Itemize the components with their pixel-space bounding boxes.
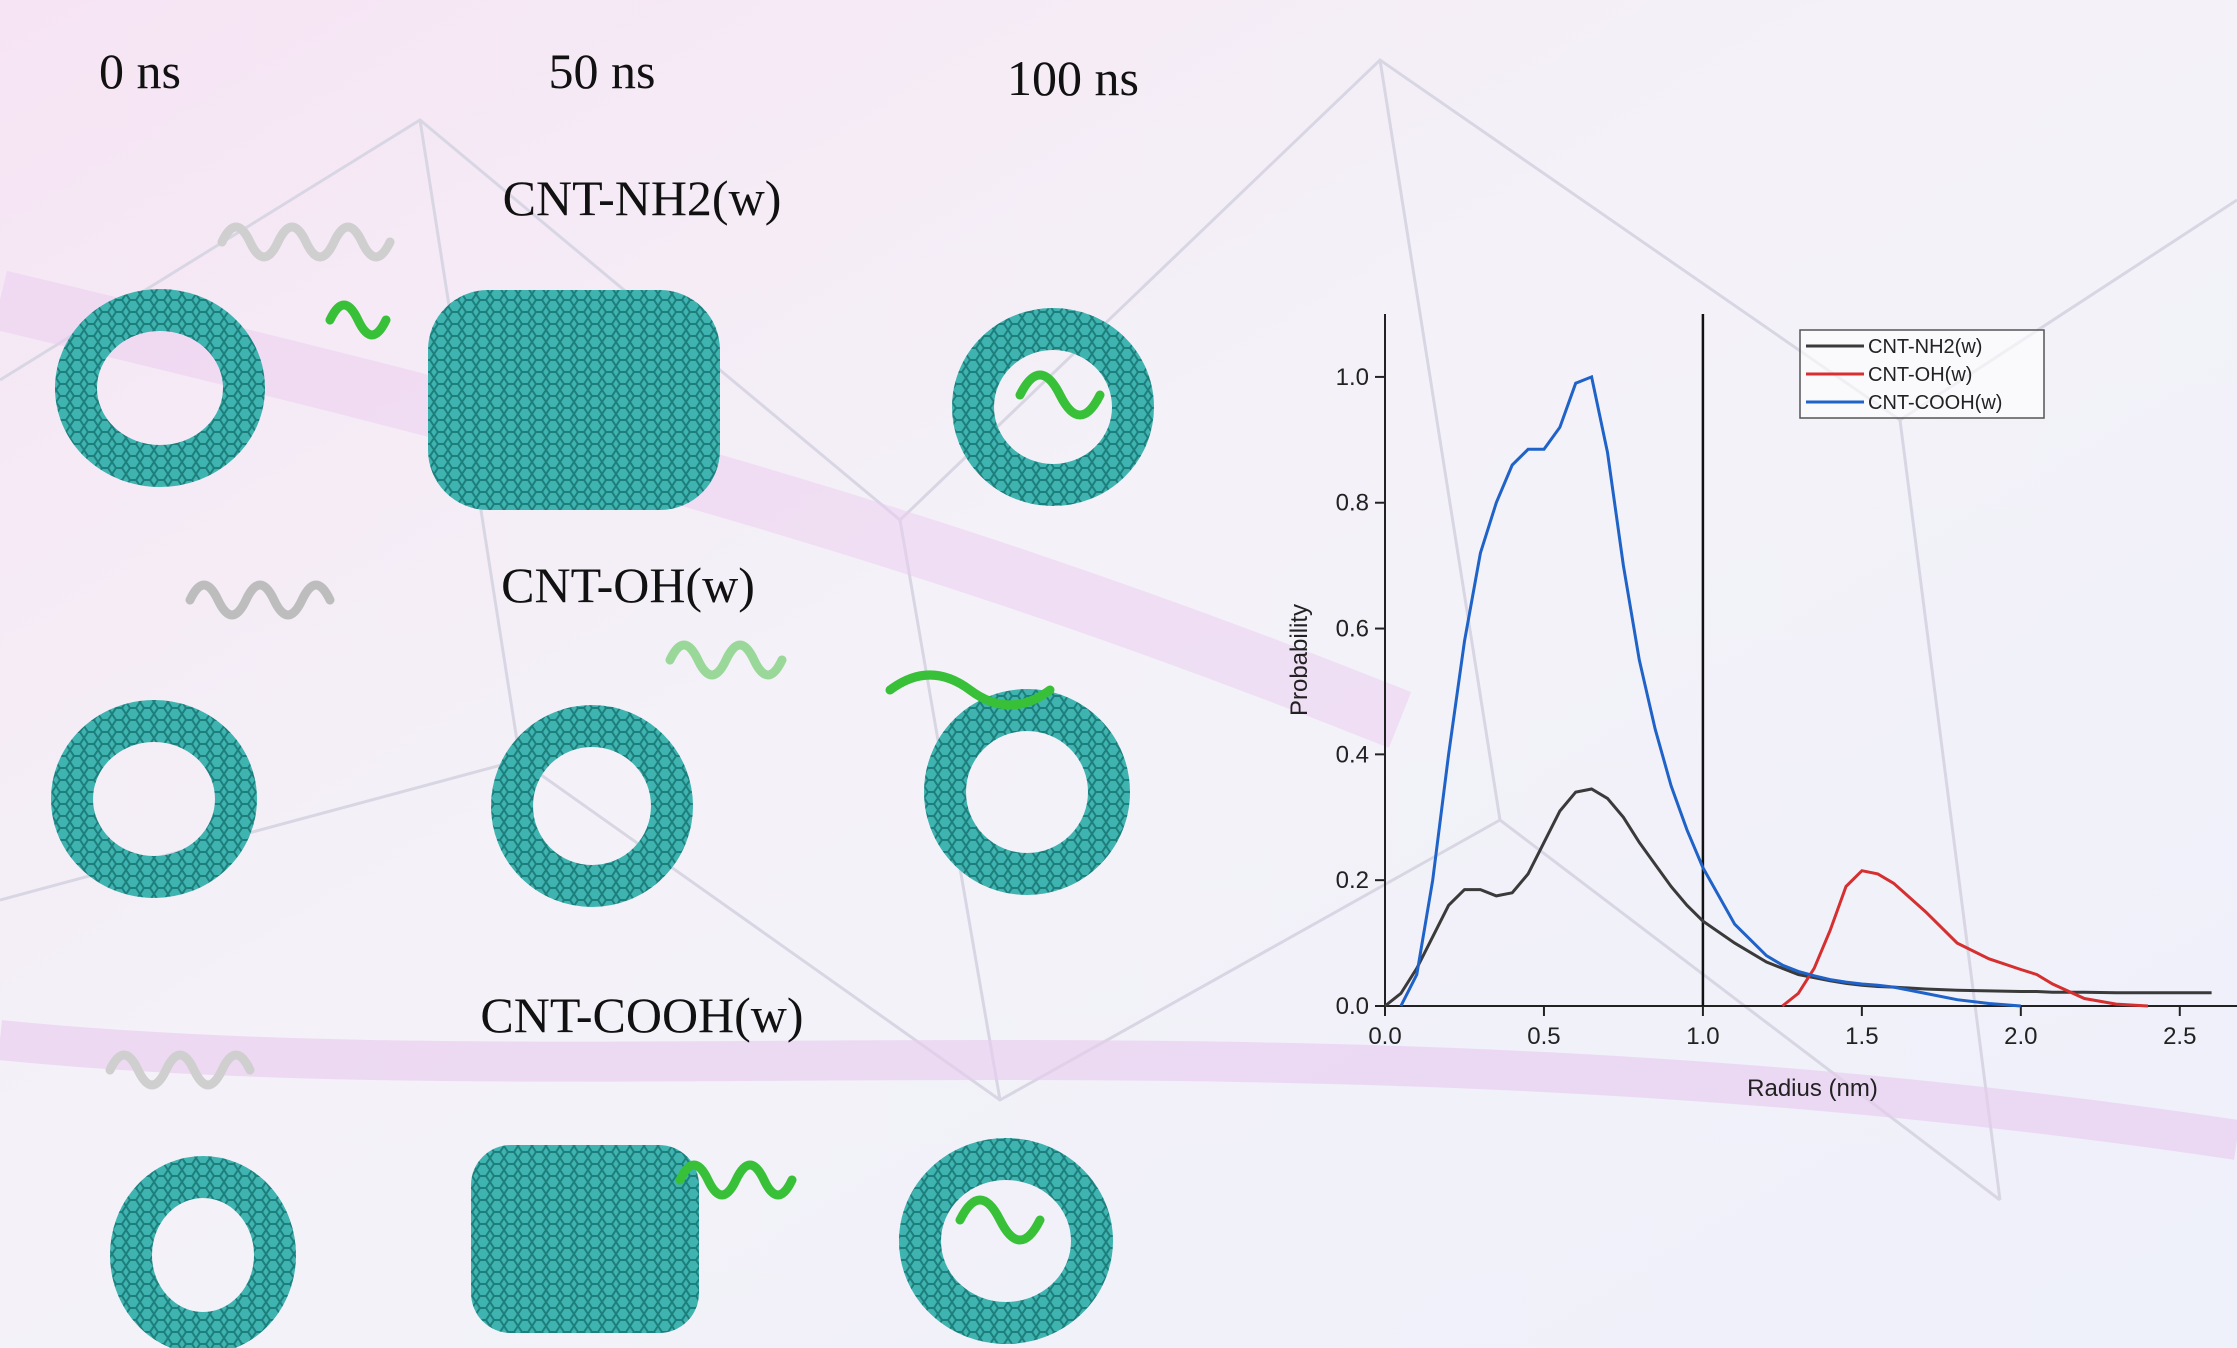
y-tick-label: 0.0 xyxy=(1336,993,1369,1020)
x-tick-label: 1.5 xyxy=(1845,1023,1878,1050)
y-tick-label: 1.0 xyxy=(1336,364,1369,391)
x-tick-label: 1.0 xyxy=(1686,1023,1719,1050)
x-tick-label: 0.0 xyxy=(1368,1023,1401,1050)
y-tick-label: 0.2 xyxy=(1336,867,1369,894)
x-axis-label: Radius (nm) xyxy=(1747,1075,1878,1102)
x-tick-label: 2.5 xyxy=(2163,1023,2196,1050)
y-axis-label: Probability xyxy=(1286,604,1313,716)
figure: 0 ns 50 ns 100 ns CNT-NH2(w) CNT-OH(w) C… xyxy=(0,0,2237,1348)
x-tick-label: 2.0 xyxy=(2004,1023,2037,1050)
legend-label: CNT-NH2(w) xyxy=(1868,336,1982,358)
y-tick-label: 0.6 xyxy=(1336,616,1369,643)
time-label: 100 ns xyxy=(1007,50,1139,106)
y-tick-label: 0.4 xyxy=(1336,741,1369,768)
system-label: CNT-COOH(w) xyxy=(480,987,803,1043)
system-label: CNT-OH(w) xyxy=(501,557,755,613)
background xyxy=(0,0,2237,1348)
system-label: CNT-NH2(w) xyxy=(503,170,782,226)
time-label: 50 ns xyxy=(549,43,656,99)
time-label: 0 ns xyxy=(99,43,181,99)
legend-label: CNT-OH(w) xyxy=(1868,364,1972,386)
page: 0 ns 50 ns 100 ns CNT-NH2(w) CNT-OH(w) C… xyxy=(0,0,2237,1348)
y-tick-label: 0.8 xyxy=(1336,490,1369,517)
legend-label: CNT-COOH(w) xyxy=(1868,392,2002,414)
x-tick-label: 0.5 xyxy=(1527,1023,1560,1050)
